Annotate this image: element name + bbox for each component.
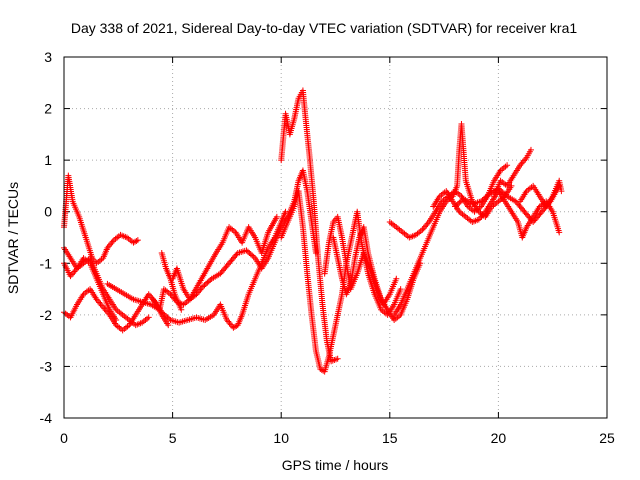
x-tick-label: 20 (491, 430, 507, 446)
data-point (496, 186, 503, 193)
y-tick-label: 1 (44, 152, 52, 168)
data-point (244, 248, 251, 255)
data-point (556, 229, 563, 236)
data-point (282, 208, 289, 215)
data-point (498, 188, 505, 195)
data-point (145, 314, 152, 321)
data-markers (61, 87, 565, 375)
data-point (178, 306, 185, 313)
data-point (423, 222, 430, 229)
data-point (164, 314, 171, 321)
data-point (421, 223, 428, 230)
data-point (226, 320, 233, 327)
x-tick-label: 15 (382, 430, 398, 446)
chart-title: Day 338 of 2021, Sidereal Day-to-day VTE… (71, 20, 577, 36)
data-point (71, 268, 78, 275)
data-point (521, 157, 528, 164)
data-point (107, 241, 114, 248)
data-point (454, 200, 461, 207)
data-point (205, 278, 212, 285)
data-point (109, 238, 116, 245)
data-point (501, 190, 508, 197)
y-tick-label: 3 (44, 49, 52, 65)
data-point (546, 199, 553, 206)
data-point (163, 313, 170, 320)
data-point (483, 193, 490, 200)
data-point (480, 195, 487, 202)
data-point (201, 282, 208, 289)
data-point (457, 198, 464, 205)
data-point (113, 317, 120, 324)
data-point (133, 237, 140, 244)
data-point (504, 162, 511, 169)
data-point (249, 252, 256, 259)
x-axis-label: GPS time / hours (282, 457, 389, 473)
data-point (204, 279, 211, 286)
data-point (397, 286, 404, 293)
data-point (273, 213, 280, 220)
data-point (479, 197, 486, 204)
data-point (527, 146, 534, 153)
data-point (108, 240, 115, 247)
data-point (250, 253, 257, 260)
y-tick-label: -1 (40, 255, 53, 271)
y-tick-label: -4 (40, 410, 53, 426)
data-point (456, 199, 463, 206)
data-point (134, 237, 141, 244)
data-point (453, 202, 460, 209)
data-point (160, 310, 167, 317)
data-point (482, 194, 489, 201)
data-point (246, 249, 253, 256)
plot-frame (63, 56, 608, 419)
data-point (499, 189, 506, 196)
data-point (243, 247, 250, 254)
data-point (100, 304, 107, 311)
data-point (502, 191, 509, 198)
data-point (247, 251, 254, 258)
data-point (556, 182, 563, 189)
data-point (98, 302, 105, 309)
data-point (495, 185, 502, 192)
x-tick-label: 10 (273, 430, 289, 446)
data-point (101, 305, 108, 312)
data-point (207, 277, 214, 284)
data-point (202, 280, 209, 287)
x-tick-label: 25 (599, 430, 615, 446)
data-point (161, 311, 168, 318)
data-point (558, 188, 565, 195)
x-tick-label: 5 (169, 430, 177, 446)
data-point (334, 355, 341, 362)
y-tick-label: -2 (40, 307, 53, 323)
data-point (485, 191, 492, 198)
data-point (451, 203, 458, 210)
y-tick-label: 2 (44, 101, 52, 117)
x-tick-label: 0 (60, 430, 68, 446)
y-tick-label: 0 (44, 204, 52, 220)
data-point (420, 225, 427, 232)
data-point (97, 301, 104, 308)
data-point (200, 283, 207, 290)
data-point (393, 275, 400, 282)
grid (64, 57, 607, 418)
data-point (165, 315, 172, 322)
y-tick-label: -3 (40, 358, 53, 374)
data-point (96, 299, 103, 306)
y-axis-label: SDTVAR / TECUs (5, 182, 21, 294)
data-point (478, 198, 485, 205)
data-point (158, 309, 165, 316)
data-point (70, 270, 77, 277)
data-point (165, 322, 172, 329)
